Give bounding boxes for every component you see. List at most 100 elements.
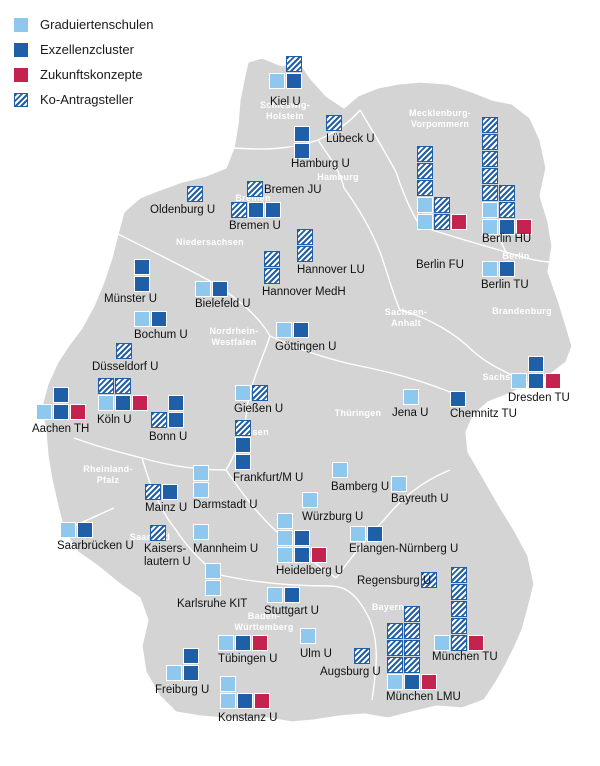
marker-cell-cluster — [294, 530, 310, 546]
label-aachen-th[interactable]: Aachen TH — [32, 423, 90, 435]
marker-cell-ko — [231, 202, 247, 218]
label-ulm-u[interactable]: Ulm U — [300, 648, 332, 660]
marker-cell-ko — [451, 635, 467, 651]
label-hannover-medh[interactable]: Hannover MedH — [262, 286, 346, 298]
marker-cell-ko — [451, 584, 467, 600]
label-kaiserslautern-u-1[interactable]: Kaisers- — [144, 543, 187, 555]
marker-cell-ko — [434, 214, 450, 230]
label-muenchen-tu[interactable]: München TU — [432, 651, 498, 663]
legend-item-ko: Ko-Antragsteller — [14, 87, 153, 112]
marker-cell-cluster — [528, 373, 544, 389]
marker-cell-grad — [387, 674, 403, 690]
marker-cell-grad — [417, 197, 433, 213]
label-koeln-u[interactable]: Köln U — [97, 414, 132, 426]
marker-cell-cluster — [235, 454, 251, 470]
marker-cell-ko — [417, 180, 433, 196]
marker-cell-ko — [417, 163, 433, 179]
label-dresden-tu[interactable]: Dresden TU — [508, 392, 570, 404]
region-label-ni: Niedersachsen — [168, 237, 252, 248]
marker-cell-grad — [218, 635, 234, 651]
region-label-sh: Schleswig- Holstein — [243, 100, 327, 122]
label-bremen-ju[interactable]: Bremen JU — [264, 184, 322, 196]
label-bochum-u[interactable]: Bochum U — [134, 329, 188, 341]
label-duesseldorf-u[interactable]: Düsseldorf U — [92, 361, 159, 373]
label-muenchen-lmu[interactable]: München LMU — [386, 691, 461, 703]
region-label-line: Holstein — [266, 111, 304, 121]
region-label-line: Baden- — [247, 611, 281, 621]
marker-cell-cluster — [404, 674, 420, 690]
region-label-st: Sachsen- Anhalt — [364, 307, 448, 329]
label-karlsruhe-kit[interactable]: Karlsruhe KIT — [177, 598, 248, 610]
marker-cell-grad — [36, 404, 52, 420]
label-bayreuth-u[interactable]: Bayreuth U — [391, 493, 449, 505]
label-bremen-u[interactable]: Bremen U — [229, 220, 281, 232]
label-bonn-u[interactable]: Bonn U — [149, 431, 188, 443]
label-goettingen-u[interactable]: Göttingen U — [275, 341, 337, 353]
marker-cell-grad — [277, 547, 293, 563]
marker-cell-grad — [235, 385, 251, 401]
label-bielefeld-u[interactable]: Bielefeld U — [195, 298, 251, 310]
label-hamburg-u[interactable]: Hamburg U — [291, 158, 350, 170]
marker-cell-ko — [297, 246, 313, 262]
marker-cell-grad — [193, 524, 209, 540]
label-muenster-u[interactable]: Münster U — [104, 293, 158, 305]
marker-cell-ko — [434, 197, 450, 213]
label-frankfurt-u[interactable]: Frankfurt/M U — [233, 472, 304, 484]
marker-cell-zukunft — [468, 635, 484, 651]
label-chemnitz-tu[interactable]: Chemnitz TU — [450, 408, 517, 420]
label-jena-u[interactable]: Jena U — [392, 407, 429, 419]
label-luebeck-u[interactable]: Lübeck U — [326, 133, 375, 145]
marker-cell-zukunft — [254, 693, 270, 709]
marker-cell-grad — [482, 261, 498, 277]
label-mannheim-u[interactable]: Mannheim U — [193, 543, 259, 555]
label-saarbruecken-u[interactable]: Saarbrücken U — [57, 540, 134, 552]
marker-cell-ko — [417, 146, 433, 162]
label-konstanz-u[interactable]: Konstanz U — [218, 712, 278, 724]
label-regensburg-u[interactable]: Regensburg U — [357, 575, 432, 587]
marker-cell-cluster — [286, 73, 302, 89]
region-label-bb: Brandenburg — [480, 306, 564, 317]
marker-cell-grad — [391, 476, 407, 492]
marker-cell-ko — [387, 623, 403, 639]
marker-cell-grad — [276, 322, 292, 338]
region-label-hh: Hamburg — [296, 172, 380, 183]
label-freiburg-u[interactable]: Freiburg U — [155, 684, 210, 696]
marker-cell-grad — [482, 202, 498, 218]
region-label-line: Sachsen — [482, 372, 522, 382]
label-berlin-hu[interactable]: Berlin HU — [482, 233, 532, 245]
label-mainz-u[interactable]: Mainz U — [145, 502, 188, 514]
region-label-line: Westfalen — [211, 337, 257, 347]
label-augsburg-u[interactable]: Augsburg U — [320, 666, 381, 678]
marker-cell-cluster — [77, 522, 93, 538]
label-giessen-u[interactable]: Gießen U — [234, 403, 284, 415]
label-heidelberg-u[interactable]: Heidelberg U — [276, 565, 344, 577]
label-wuerzburg-u[interactable]: Würzburg U — [302, 511, 364, 523]
label-kaiserslautern-u-2[interactable]: lautern U — [144, 556, 191, 568]
label-kiel-u[interactable]: Kiel U — [270, 96, 301, 108]
legend-label: Graduiertenschulen — [40, 17, 154, 32]
marker-cell-zukunft — [252, 635, 268, 651]
marker-cell-ko — [499, 185, 515, 201]
label-oldenburg-u[interactable]: Oldenburg U — [150, 204, 216, 216]
region-label-line: Württemberg — [234, 622, 294, 632]
region-label-line: Pfalz — [96, 475, 120, 485]
label-darmstadt-u[interactable]: Darmstadt U — [193, 499, 258, 511]
label-berlin-tu[interactable]: Berlin TU — [481, 279, 529, 291]
marker-cell-zukunft — [311, 547, 327, 563]
marker-cell-grad — [277, 513, 293, 529]
label-hannover-lu[interactable]: Hannover LU — [297, 264, 365, 276]
marker-cell-ko — [115, 378, 131, 394]
label-bamberg-u[interactable]: Bamberg U — [331, 481, 390, 493]
marker-cell-cluster — [294, 547, 310, 563]
marker-cell-ko — [116, 343, 132, 359]
marker-cell-grad — [277, 530, 293, 546]
label-tuebingen-u[interactable]: Tübingen U — [218, 653, 278, 665]
label-erlangen-u[interactable]: Erlangen-Nürnberg U — [349, 543, 459, 555]
marker-cell-cluster — [134, 259, 150, 275]
marker-cell-cluster — [212, 281, 228, 297]
marker-cell-cluster — [235, 437, 251, 453]
marker-cell-cluster — [235, 635, 251, 651]
label-stuttgart-u[interactable]: Stuttgart U — [264, 605, 319, 617]
label-berlin-fu[interactable]: Berlin FU — [416, 259, 464, 271]
marker-cell-grad — [193, 465, 209, 481]
